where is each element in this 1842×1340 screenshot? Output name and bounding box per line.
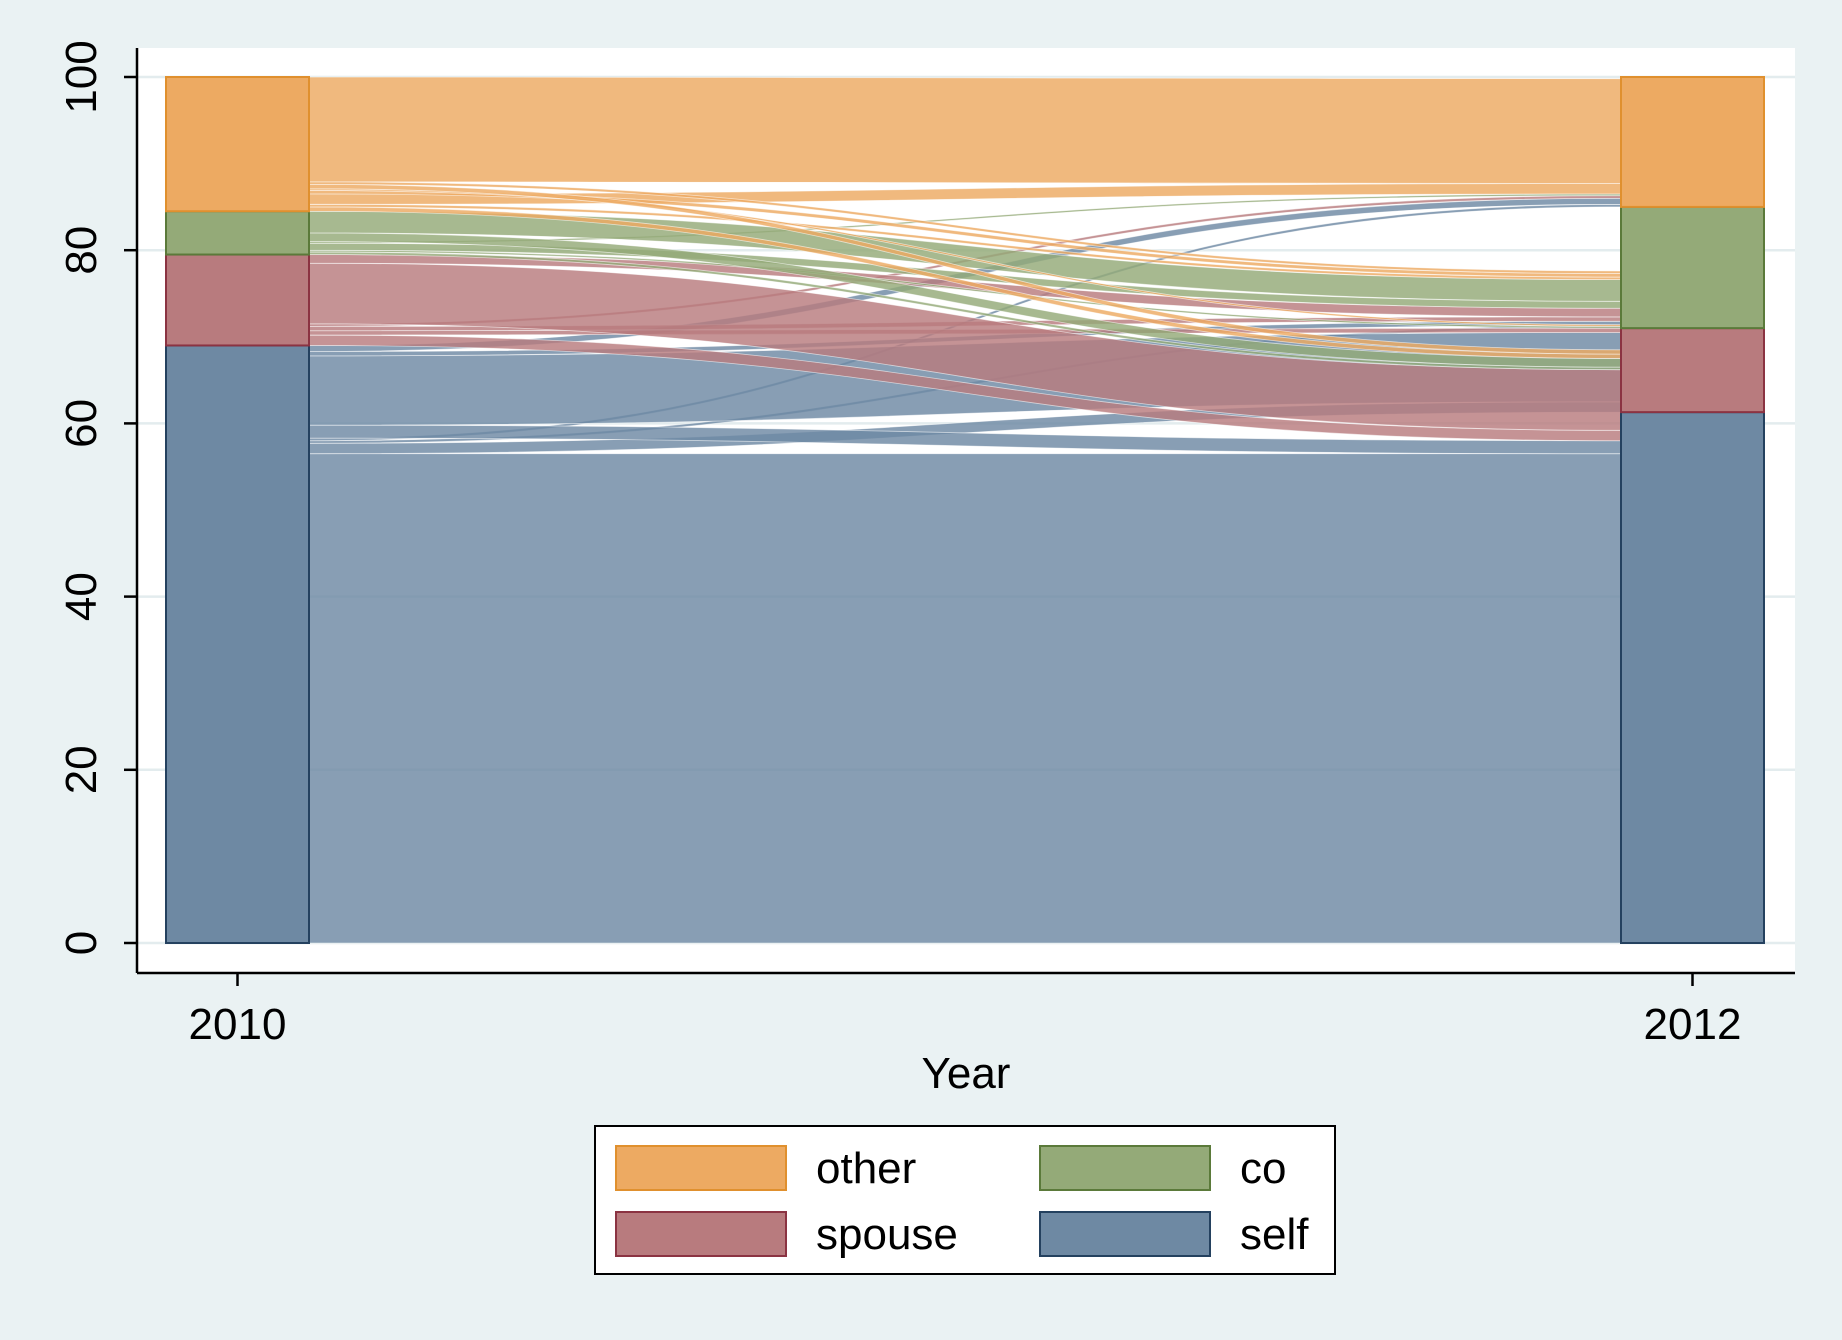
x-ticks: 2010 2012 bbox=[189, 973, 1742, 1049]
axes bbox=[135, 48, 1795, 975]
bar-2010-other bbox=[165, 76, 310, 213]
bar-2012-co bbox=[1620, 205, 1765, 330]
y-tick-label-60: 60 bbox=[57, 399, 106, 448]
flow-self-to-self-0 bbox=[308, 453, 1622, 944]
y-tick-label-100: 100 bbox=[57, 40, 106, 113]
x-tick-label-2012: 2012 bbox=[1644, 1000, 1742, 1049]
x-tick-label-2010: 2010 bbox=[189, 1000, 287, 1049]
bar-2012-spouse bbox=[1620, 327, 1765, 414]
legend-swatch-co bbox=[1039, 1145, 1211, 1191]
flow-other-to-other-27 bbox=[308, 76, 1622, 184]
flows bbox=[308, 76, 1622, 944]
y-tick-label-40: 40 bbox=[57, 572, 106, 621]
y-tick-label-80: 80 bbox=[57, 226, 106, 275]
bar-2010-spouse bbox=[165, 253, 310, 347]
legend-swatch-spouse bbox=[615, 1211, 787, 1257]
legend: other co spouse self bbox=[594, 1125, 1336, 1275]
legend-swatch-other bbox=[615, 1145, 787, 1191]
legend-label-spouse: spouse bbox=[816, 1210, 958, 1259]
bar-2012-self bbox=[1620, 411, 1765, 944]
legend-label-self: self bbox=[1240, 1210, 1309, 1259]
legend-label-co: co bbox=[1240, 1144, 1286, 1193]
legend-swatch-self bbox=[1039, 1211, 1211, 1257]
legend-label-other: other bbox=[816, 1144, 916, 1193]
y-tick-label-20: 20 bbox=[57, 745, 106, 794]
y-tick-label-0: 0 bbox=[57, 931, 106, 955]
bar-2012-other bbox=[1620, 76, 1765, 208]
stacked-bars bbox=[165, 76, 1765, 944]
bar-2010-co bbox=[165, 210, 310, 256]
y-ticks: 0 20 40 60 80 100 bbox=[57, 40, 137, 955]
x-axis-title: Year bbox=[922, 1049, 1011, 1098]
bar-2010-self bbox=[165, 344, 310, 944]
